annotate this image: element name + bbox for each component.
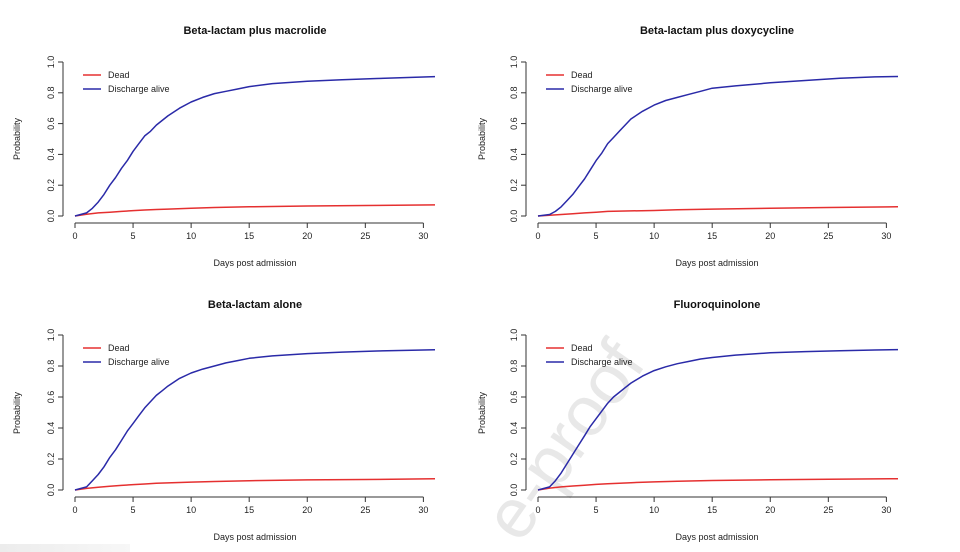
chart-panel-3: Beta-lactam alone 0 5 10 15 20 25 30 0.0 0.2 0.4 0.… [12, 299, 436, 542]
series-line-dead [74, 204, 436, 217]
y-tick-label: 1.0 [46, 56, 56, 69]
x-tick-label: 5 [131, 505, 136, 515]
y-axis-label: Probability [477, 391, 487, 434]
legend-label: Discharge alive [108, 84, 170, 94]
chart-panel-1: Beta-lactam plus macrolide 0 5 10 15 20 25 30 0.… [12, 25, 436, 268]
y-tick-label: 1.0 [46, 329, 56, 342]
series-line-dead [537, 477, 899, 491]
y-tick-label: 0.2 [509, 179, 519, 192]
chart-title: Fluoroquinolone [674, 299, 761, 311]
x-tick-label: 30 [418, 231, 428, 241]
y-tick-label: 0.8 [509, 360, 519, 373]
x-tick-label: 15 [244, 231, 254, 241]
legend-label: Dead [108, 343, 130, 353]
y-tick-label: 0.2 [46, 179, 56, 192]
y-tick-label: 0.6 [46, 117, 56, 130]
x-tick-label: 5 [594, 505, 599, 515]
chart-panel-4: Fluoroquinolone 0 5 10 15 20 25 30 0.0 0.2 0.4 0.6 0… [477, 299, 899, 542]
y-tick-label: 0.8 [509, 87, 519, 100]
x-tick-label: 20 [765, 505, 775, 515]
x-tick-label: 25 [360, 231, 370, 241]
y-tick-label: 0.6 [509, 117, 519, 130]
bottom-left-fade [0, 544, 130, 552]
x-tick-label: 0 [72, 231, 77, 241]
y-tick-label: 0.0 [509, 210, 519, 223]
x-tick-label: 10 [186, 505, 196, 515]
y-tick-label: 0.0 [46, 210, 56, 223]
x-tick-label: 25 [823, 231, 833, 241]
legend-label: Dead [571, 70, 593, 80]
chart-panel-2: Beta-lactam plus doxycycline 0 5 10 15 20 25 30… [477, 25, 899, 268]
series-line-dead [537, 206, 899, 217]
x-tick-label: 30 [418, 505, 428, 515]
x-tick-label: 20 [302, 505, 312, 515]
y-tick-label: 0.4 [509, 148, 519, 161]
x-tick-label: 10 [649, 505, 659, 515]
series-line-discharge-alive [74, 348, 436, 491]
x-tick-label: 10 [186, 231, 196, 241]
legend-label: Dead [571, 343, 593, 353]
y-tick-label: 0.4 [509, 422, 519, 435]
x-tick-label: 25 [823, 505, 833, 515]
legend-label: Dead [108, 70, 130, 80]
series-line-discharge-alive [537, 75, 899, 217]
chart-title: Beta-lactam plus doxycycline [640, 25, 794, 37]
x-tick-label: 15 [244, 505, 254, 515]
legend-label: Discharge alive [108, 357, 170, 367]
legend-label: Discharge alive [571, 84, 633, 94]
x-tick-label: 5 [594, 231, 599, 241]
y-tick-label: 0.4 [46, 422, 56, 435]
x-tick-label: 25 [360, 505, 370, 515]
x-axis-label: Days post admission [213, 258, 296, 268]
charts: Beta-lactam plus macrolide 0 5 10 15 20 25 30 0.… [12, 25, 899, 542]
chart-title: Beta-lactam alone [208, 299, 302, 311]
y-tick-label: 0.0 [46, 484, 56, 497]
x-tick-label: 30 [881, 505, 891, 515]
y-axis-label: Probability [12, 391, 22, 434]
x-tick-label: 0 [535, 231, 540, 241]
x-tick-label: 20 [765, 231, 775, 241]
x-tick-label: 15 [707, 505, 717, 515]
y-tick-label: 0.8 [46, 87, 56, 100]
y-tick-label: 1.0 [509, 329, 519, 342]
x-tick-label: 0 [72, 505, 77, 515]
y-tick-label: 1.0 [509, 56, 519, 69]
x-tick-label: 20 [302, 231, 312, 241]
y-tick-label: 0.6 [509, 391, 519, 404]
series-line-discharge-alive [537, 348, 899, 491]
legend-label: Discharge alive [571, 357, 633, 367]
series-line-discharge-alive [74, 75, 436, 217]
y-tick-label: 0.2 [509, 453, 519, 466]
y-tick-label: 0.2 [46, 453, 56, 466]
x-axis-label: Days post admission [675, 258, 758, 268]
chart-title: Beta-lactam plus macrolide [183, 25, 326, 37]
series-line-dead [74, 478, 436, 491]
y-tick-label: 0.6 [46, 391, 56, 404]
x-tick-label: 10 [649, 231, 659, 241]
x-axis-label: Days post admission [675, 532, 758, 542]
y-axis-label: Probability [477, 117, 487, 160]
x-axis-label: Days post admission [213, 532, 296, 542]
x-tick-label: 30 [881, 231, 891, 241]
y-axis-label: Probability [12, 117, 22, 160]
y-tick-label: 0.4 [46, 148, 56, 161]
y-tick-label: 0.8 [46, 360, 56, 373]
x-tick-label: 15 [707, 231, 717, 241]
x-tick-label: 0 [535, 505, 540, 515]
y-tick-label: 0.0 [509, 484, 519, 497]
x-tick-label: 5 [131, 231, 136, 241]
